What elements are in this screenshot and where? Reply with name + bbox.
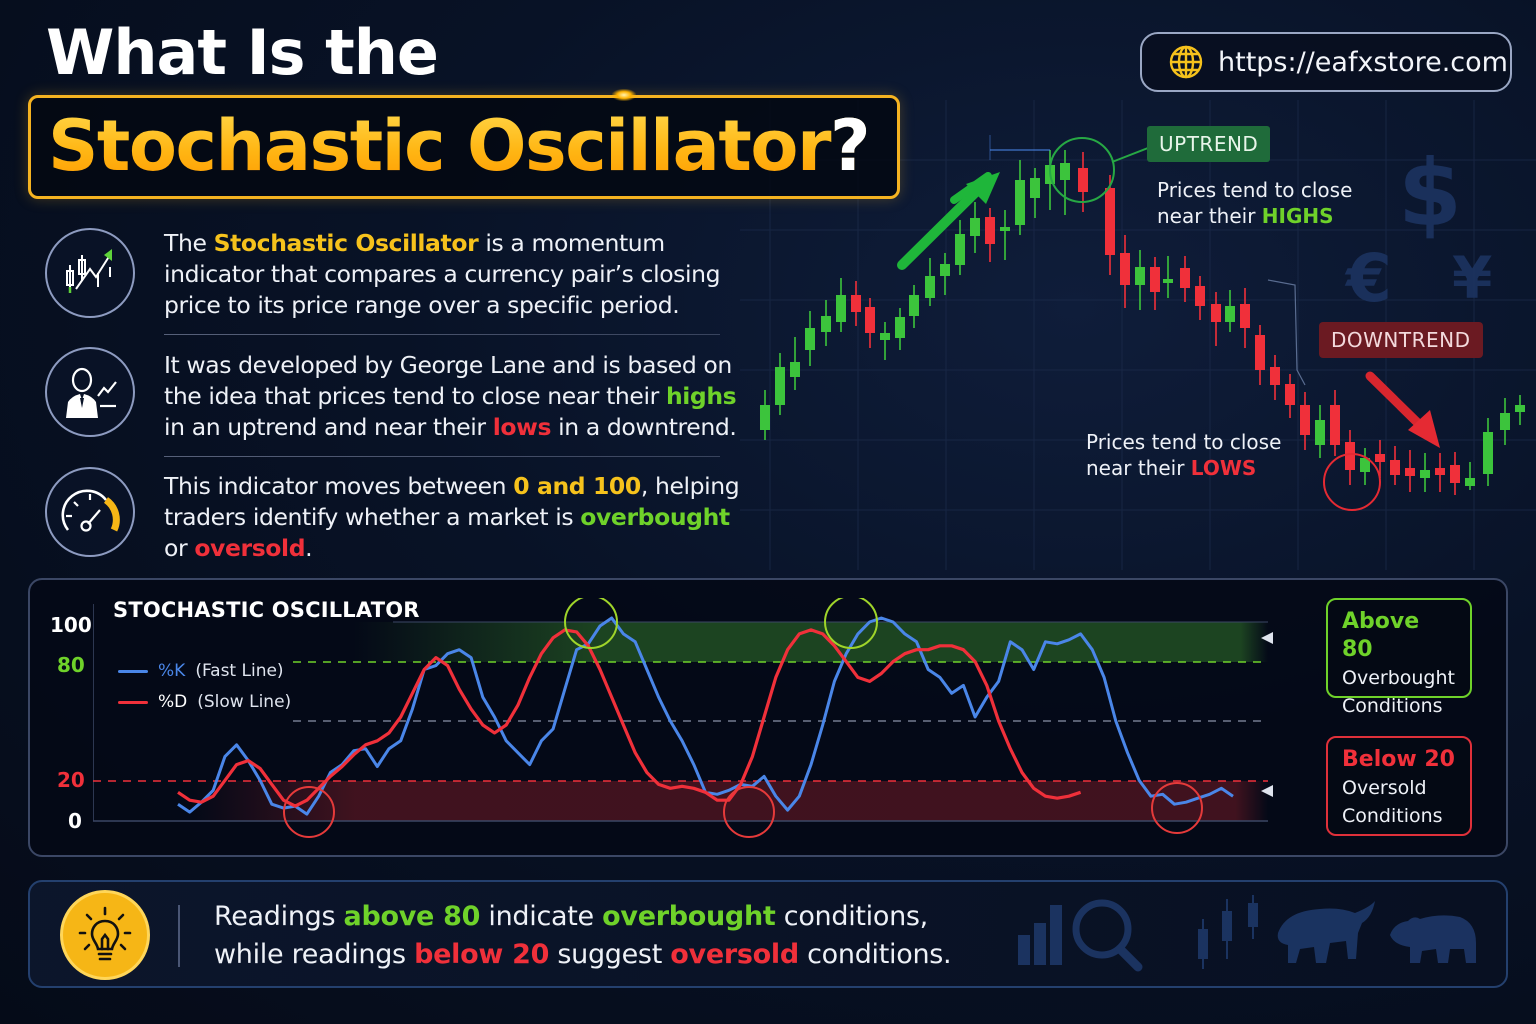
info-text-segment: in an uptrend and near their bbox=[164, 413, 493, 441]
divider-1 bbox=[164, 334, 720, 335]
info-text-segment: , helping traders identify whether a mar… bbox=[164, 472, 740, 531]
callout-overbought-head: Above 80 bbox=[1342, 609, 1420, 662]
banner-text-segment: oversold bbox=[670, 939, 799, 970]
bear-icon bbox=[1390, 915, 1476, 963]
summary-banner bbox=[28, 880, 1508, 988]
uptrend-note-line1: Prices tend to close bbox=[1157, 178, 1353, 202]
y-tick-80: 80 bbox=[57, 653, 85, 677]
magnifier-icon bbox=[1072, 899, 1143, 972]
candlestick-uptrend-icon bbox=[66, 249, 112, 293]
banner-text-segment: conditions, bbox=[775, 901, 928, 932]
y-tick-0: 0 bbox=[68, 809, 82, 833]
downtrend-note: Prices tend to close near their LOWS bbox=[1086, 429, 1281, 481]
uptrend-arrow-icon bbox=[897, 172, 1000, 270]
info-text-segment: overbought bbox=[580, 503, 730, 531]
info-text-1: The Stochastic Oscillator is a momentum … bbox=[164, 228, 734, 321]
lightbulb-icon bbox=[78, 906, 132, 961]
website-link[interactable]: https://eafxstore.com bbox=[1140, 32, 1512, 92]
callout-oversold: Below 20 Oversold Conditions bbox=[1326, 736, 1472, 836]
uptrend-tag: UPTREND bbox=[1147, 126, 1271, 162]
banner-text-segment: overbought bbox=[602, 901, 776, 932]
downtrend-arrow-icon bbox=[1365, 371, 1440, 448]
legend-d-desc: (Slow Line) bbox=[197, 692, 292, 712]
downtrend-tag: DOWNTREND bbox=[1319, 322, 1483, 358]
banner-text-segment: Readings bbox=[214, 901, 344, 932]
bull-icon bbox=[1277, 901, 1375, 963]
banner-separator bbox=[178, 905, 180, 967]
info-text-segment: lows bbox=[492, 413, 552, 441]
info-text-segment: The bbox=[164, 229, 214, 257]
oscillator-chart bbox=[93, 598, 1273, 838]
y-tick-100: 100 bbox=[50, 613, 92, 637]
banner-line-2: while readings below 20 suggest oversold… bbox=[214, 936, 952, 974]
info-icon-3 bbox=[45, 467, 135, 557]
callout-oversold-line2: Conditions bbox=[1342, 805, 1443, 827]
info-text-segment: or bbox=[164, 534, 195, 562]
uptrend-note-line2: near their bbox=[1157, 204, 1256, 228]
info-text-segment: oversold bbox=[194, 534, 306, 562]
yen-icon: ¥ bbox=[1452, 244, 1493, 312]
oscillator-title: STOCHASTIC OSCILLATOR bbox=[113, 598, 420, 622]
title-line-1: What Is the bbox=[46, 16, 439, 89]
info-text-segment: Stochastic Oscillator bbox=[213, 229, 479, 257]
banner-text-segment: below 20 bbox=[414, 939, 550, 970]
info-text-segment: is a momentum indicator that compares a … bbox=[164, 229, 721, 319]
banner-text-segment: indicate bbox=[480, 901, 603, 932]
info-icon-2 bbox=[45, 347, 135, 437]
divider-2 bbox=[164, 456, 720, 457]
oscillator-legend: %K (Fast Line) %D (Slow Line) bbox=[118, 661, 291, 712]
businessman-chart-icon bbox=[66, 367, 117, 418]
title-box bbox=[28, 95, 900, 199]
info-text-segment: highs bbox=[665, 382, 737, 410]
legend-k-swatch bbox=[118, 669, 148, 673]
title-line-2: Stochastic Oscillator? bbox=[48, 105, 871, 187]
banner-text-segment: while readings bbox=[214, 939, 415, 970]
euro-icon: € bbox=[1346, 240, 1392, 317]
title-glow bbox=[612, 89, 636, 101]
banner-text-segment: conditions. bbox=[798, 939, 952, 970]
candlestick-icon bbox=[1198, 895, 1258, 969]
dollar-icon: $ bbox=[1398, 140, 1463, 247]
info-text-segment: It was developed by George Lane and is b… bbox=[164, 351, 732, 410]
website-url: https://eafxstore.com bbox=[1218, 46, 1508, 78]
lightbulb-badge bbox=[60, 890, 150, 980]
downtrend-note-line2: near their bbox=[1086, 456, 1185, 480]
uptrend-note-highlight: HIGHS bbox=[1261, 204, 1334, 228]
bar-chart-icon bbox=[1018, 905, 1062, 965]
info-icon-1 bbox=[45, 228, 135, 318]
y-tick-20: 20 bbox=[57, 768, 85, 792]
banner-text-segment: above 80 bbox=[343, 901, 481, 932]
downtrend-note-line1: Prices tend to close bbox=[1086, 430, 1282, 454]
info-text-segment: . bbox=[305, 534, 313, 562]
title-question-mark: ? bbox=[829, 105, 871, 187]
legend-k-desc: (Fast Line) bbox=[195, 661, 284, 681]
legend-k: %K (Fast Line) bbox=[118, 661, 291, 681]
info-text-segment: This indicator moves between bbox=[164, 472, 514, 500]
banner-line-1: Readings above 80 indicate overbought co… bbox=[214, 898, 951, 936]
title-main-text: Stochastic Oscillator bbox=[48, 105, 830, 187]
banner-decor-icons bbox=[1018, 895, 1476, 972]
speedometer-gauge-icon bbox=[61, 489, 120, 532]
legend-d-swatch bbox=[118, 700, 148, 704]
callout-overbought-line2: Conditions bbox=[1342, 695, 1443, 717]
banner-text-segment: suggest bbox=[549, 939, 671, 970]
info-text-segment: in a downtrend. bbox=[551, 413, 737, 441]
info-text-3: This indicator moves between 0 and 100, … bbox=[164, 471, 744, 564]
callout-oversold-head: Below 20 bbox=[1342, 747, 1455, 772]
globe-icon bbox=[1169, 45, 1203, 79]
banner-text: Readings above 80 indicate overbought co… bbox=[214, 898, 952, 974]
callout-oversold-line1: Oversold bbox=[1342, 777, 1427, 799]
uptrend-note: Prices tend to close near their HIGHS bbox=[1157, 177, 1352, 229]
callout-overbought-line1: Overbought bbox=[1342, 667, 1455, 689]
legend-k-key: %K bbox=[158, 661, 186, 681]
callout-overbought: Above 80 Overbought Conditions bbox=[1326, 598, 1472, 717]
legend-d: %D (Slow Line) bbox=[118, 692, 291, 712]
candlestick-chart bbox=[760, 135, 1525, 511]
downtrend-note-highlight: LOWS bbox=[1190, 456, 1257, 480]
info-text-segment: 0 and 100 bbox=[513, 472, 641, 500]
legend-d-key: %D bbox=[158, 692, 188, 712]
info-text-2: It was developed by George Lane and is b… bbox=[164, 350, 744, 443]
